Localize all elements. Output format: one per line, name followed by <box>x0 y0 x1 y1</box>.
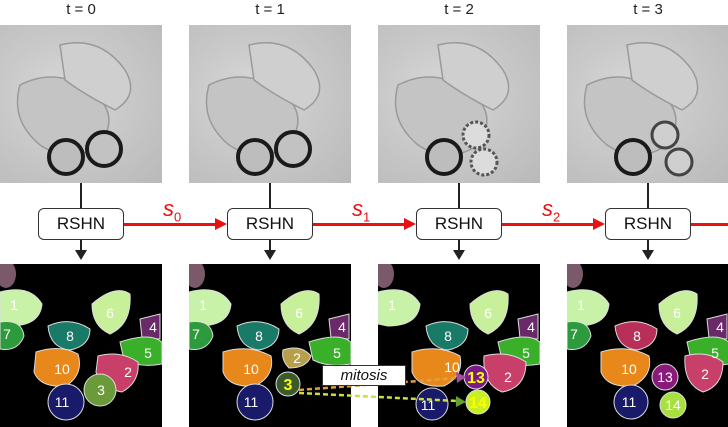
down-arrow-2 <box>458 240 460 252</box>
cell-label: 10 <box>243 361 259 377</box>
cell-label: 6 <box>673 305 681 321</box>
state-arrow-2 <box>502 223 594 226</box>
cell-label: 11 <box>421 397 436 413</box>
cell-label: 1 <box>388 297 396 313</box>
cell-label-highlight: 13 <box>467 370 485 387</box>
segmentation-image-1: 1 7 8 6 4 5 10 2 3 11 <box>189 264 351 427</box>
cell-label: 10 <box>444 359 460 375</box>
rshn-box-0: RSHN <box>38 208 124 240</box>
connector-2 <box>458 183 460 208</box>
cell-label: 11 <box>244 394 259 410</box>
cell-label: 14 <box>665 397 681 413</box>
cell-label: 10 <box>621 361 637 377</box>
down-arrowhead-3 <box>642 250 654 260</box>
cell-label: 5 <box>333 345 341 361</box>
cell-label: 13 <box>657 369 673 385</box>
time-label-1: t = 1 <box>255 1 285 18</box>
rshn-box-3: RSHN <box>605 208 691 240</box>
connector-1 <box>269 183 271 208</box>
cell-label: 5 <box>711 345 719 361</box>
microscopy-image-3 <box>567 25 728 183</box>
state-arrowhead-0 <box>215 218 227 230</box>
state-arrowhead-1 <box>404 218 416 230</box>
down-arrow-1 <box>269 240 271 252</box>
cell-label: 6 <box>106 305 114 321</box>
state-arrow-0 <box>124 223 216 226</box>
cell-label: 4 <box>338 319 346 335</box>
down-arrow-0 <box>80 240 82 252</box>
down-arrowhead-2 <box>453 250 465 260</box>
microscopy-image-0 <box>0 25 162 183</box>
rshn-box-1: RSHN <box>227 208 313 240</box>
down-arrow-3 <box>647 240 649 252</box>
cell-label: 11 <box>622 394 637 410</box>
time-label-3: t = 3 <box>633 1 663 18</box>
cell-label: 8 <box>633 328 641 344</box>
mitosis-annotation: mitosis <box>322 365 406 386</box>
cell-label: 7 <box>3 326 11 342</box>
connector-0 <box>80 183 82 208</box>
down-arrowhead-0 <box>75 250 87 260</box>
down-arrowhead-1 <box>264 250 276 260</box>
time-label-2: t = 2 <box>444 1 474 18</box>
segmentation-image-0: 1 7 8 6 4 5 10 2 3 11 <box>0 264 162 427</box>
cell-label: 10 <box>54 361 70 377</box>
cell-label: 2 <box>701 366 709 382</box>
cell-label-highlight: 14 <box>469 395 487 412</box>
state-label-1: s1 <box>352 196 371 225</box>
cell-label: 1 <box>199 297 207 313</box>
cell-label: 2 <box>504 369 512 385</box>
cell-label: 6 <box>295 305 303 321</box>
cell-label: 11 <box>55 394 70 410</box>
state-label-2: s2 <box>542 196 561 225</box>
microscopy-image-1 <box>189 25 351 183</box>
cell-label: 2 <box>124 364 132 380</box>
state-arrow-1 <box>313 223 405 226</box>
cell-label: 4 <box>149 319 157 335</box>
cell-label: 7 <box>570 326 578 342</box>
cell-label: 1 <box>10 297 18 313</box>
cell-label: 5 <box>522 345 530 361</box>
state-arrow-3 <box>691 223 728 226</box>
cell-label: 5 <box>144 345 152 361</box>
state-label-0: s0 <box>163 196 182 225</box>
cell-label: 3 <box>97 382 105 398</box>
cell-label: 8 <box>255 328 263 344</box>
microscopy-image-2 <box>378 25 540 183</box>
cell-label: 8 <box>444 328 452 344</box>
connector-3 <box>647 183 649 208</box>
cell-label: 7 <box>192 326 200 342</box>
rshn-box-2: RSHN <box>416 208 502 240</box>
cell-label: 4 <box>527 319 535 335</box>
cell-label: 6 <box>484 305 492 321</box>
cell-label-highlight: 3 <box>284 377 293 394</box>
state-arrowhead-2 <box>593 218 605 230</box>
cell-label: 4 <box>716 319 724 335</box>
segmentation-image-3: 1 7 8 6 4 5 10 2 13 11 14 <box>567 264 728 427</box>
cell-label: 1 <box>577 297 585 313</box>
time-label-0: t = 0 <box>66 1 96 18</box>
cell-label: 8 <box>66 328 74 344</box>
cell-label: 2 <box>293 350 301 366</box>
